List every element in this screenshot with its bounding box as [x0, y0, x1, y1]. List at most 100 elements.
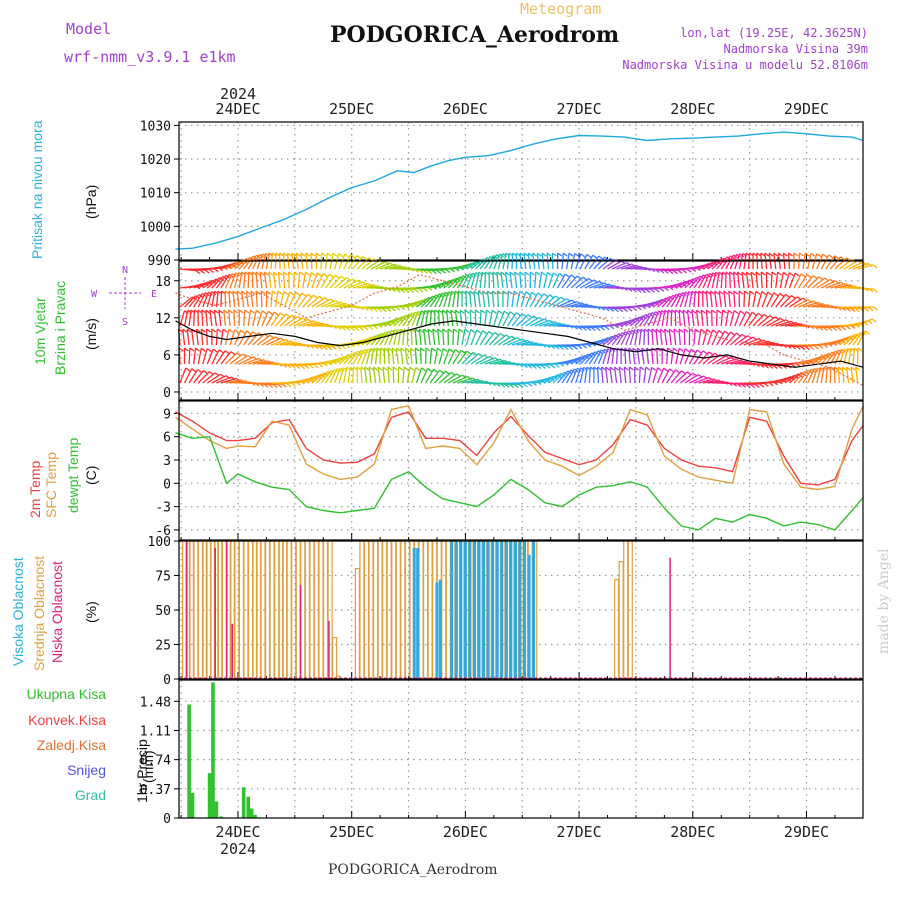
wind-barb [777, 365, 783, 370]
wind-barb [668, 329, 672, 346]
wind-barb [452, 328, 455, 346]
wind-barb [702, 273, 711, 289]
wind-barb [361, 335, 376, 346]
wind-barb [643, 367, 647, 384]
wind-barb [334, 274, 340, 279]
wind-barb [241, 290, 247, 295]
wind-barb [710, 290, 715, 295]
wind-barb [691, 309, 697, 314]
wind-barb [443, 348, 450, 365]
wind-barb [745, 310, 751, 316]
cloud-bar-mid [372, 540, 379, 680]
wind-barb [470, 354, 485, 365]
wind-barb [579, 352, 593, 365]
wind-barb [392, 366, 398, 371]
wind-barb [739, 310, 745, 315]
precip-bar [207, 773, 212, 818]
bottom-day-label: 28DEC [670, 823, 715, 841]
wind-barb [461, 378, 478, 384]
wind-barb [230, 351, 236, 356]
wind-barb [450, 310, 454, 327]
wind-barb [523, 383, 528, 388]
wind-barb [657, 296, 671, 308]
wind-barb [334, 354, 349, 365]
cloud-bar-mid [234, 540, 240, 680]
cloud-bar-high [472, 541, 476, 679]
model-label: Model [66, 20, 112, 38]
wind-barb [454, 310, 459, 327]
wind-gust-line [175, 273, 864, 387]
cloud-bar-high [495, 541, 499, 679]
wind-barb [393, 329, 399, 346]
wind-barb [493, 310, 499, 327]
wind-barb [329, 368, 338, 384]
wind-barb [395, 347, 401, 352]
cloud-bar-mid [377, 540, 383, 680]
wind-barb [470, 272, 477, 289]
wind-barb [459, 310, 463, 327]
wind-barb [733, 309, 739, 315]
wind-barb [420, 368, 429, 384]
wind-barb [684, 348, 690, 353]
wind-barb [725, 310, 730, 327]
wind-barb [616, 263, 633, 270]
wind-barb [447, 328, 453, 333]
wind-barb [582, 344, 587, 349]
wind-barb [387, 366, 393, 371]
wind-barb [793, 370, 806, 384]
wind-barb [232, 291, 236, 308]
wind-barb [477, 291, 481, 308]
wind-barb [873, 288, 879, 293]
wind-barb [561, 357, 578, 365]
legend-convective-rain: Konvek.Kisa [28, 712, 106, 728]
wind-barb [761, 291, 769, 308]
wind-barb [807, 303, 824, 308]
wind-barb [536, 365, 542, 370]
wind-barb [820, 254, 830, 270]
wind-barb [728, 309, 733, 314]
wind-barb [344, 253, 350, 258]
wind-barb [484, 332, 496, 346]
wind-barb [825, 367, 828, 384]
wind-barb [275, 340, 292, 346]
wind-barb [213, 309, 219, 314]
wind-barb [643, 312, 653, 327]
wind-barb [839, 285, 856, 289]
wind-barb [206, 277, 220, 289]
wind-barb [183, 310, 189, 327]
wind-barb [368, 325, 374, 330]
wind-barb [200, 269, 205, 274]
wind-barb [750, 384, 756, 389]
wind-barb [350, 254, 356, 259]
y-tick-label: -3 [155, 501, 171, 516]
wind-barb [329, 355, 345, 365]
wind-barb [789, 372, 802, 384]
y-tick-label: 0 [163, 386, 171, 401]
wind-barb [527, 252, 533, 257]
wind-barb [202, 291, 210, 308]
wind-barb [216, 328, 222, 333]
wind-barb [320, 273, 330, 289]
wind-barb [427, 367, 433, 372]
wind-barb [271, 290, 277, 295]
wind-barb [840, 256, 846, 261]
wind-barb [283, 290, 289, 295]
wind-barb [452, 291, 456, 308]
wind-barb [429, 293, 440, 308]
wind-barb [746, 271, 751, 276]
wind-barb [836, 326, 842, 331]
wind-barb [205, 310, 208, 327]
wind-barb [634, 366, 640, 371]
wind-barb [566, 368, 575, 384]
wind-barb [785, 293, 791, 298]
wind-barb [206, 328, 211, 333]
wind-barb [215, 328, 218, 346]
wind-barb [670, 348, 675, 365]
wind-barb [668, 270, 674, 275]
wind-barb [229, 329, 236, 346]
wind-barb [789, 297, 804, 308]
wind-barb [743, 311, 753, 327]
wind-barb [827, 327, 833, 332]
wind-barb [716, 272, 720, 289]
wind-barb [347, 255, 358, 270]
